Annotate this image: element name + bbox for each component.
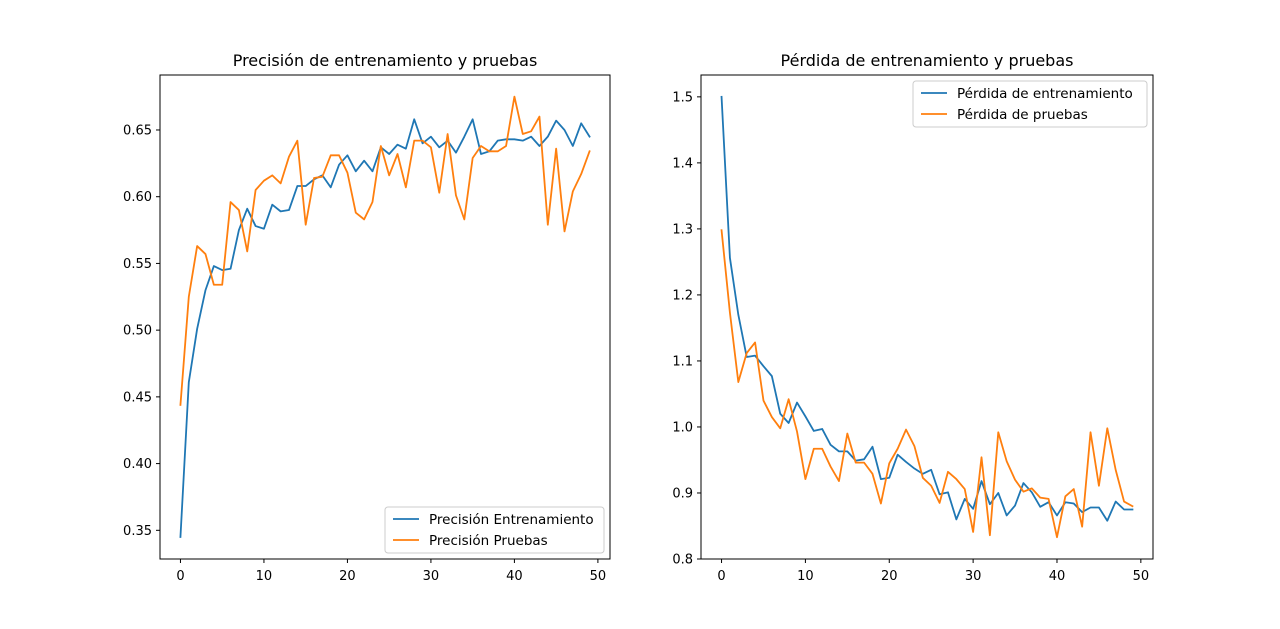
loss-y-tick-label: 1.1 <box>672 354 693 369</box>
accuracy-y-tick-label: 0.35 <box>123 524 152 539</box>
accuracy-x-tick-label: 40 <box>506 569 523 584</box>
loss-x-tick-label: 0 <box>717 569 725 584</box>
accuracy-x-axis: 0 10 20 30 40 50 <box>176 559 606 584</box>
loss-series-line-1 <box>720 229 1134 539</box>
accuracy-y-tick-label: 0.65 <box>123 123 152 138</box>
accuracy-chart: Precisión de entrenamiento y pruebas 0 10… <box>123 51 611 584</box>
accuracy-legend-label-1: Precisión Pruebas <box>429 533 548 549</box>
accuracy-series-line-0 <box>179 118 591 538</box>
accuracy-legend-label-0: Precisión Entrenamiento <box>429 512 594 528</box>
accuracy-series-group <box>179 95 591 538</box>
accuracy-x-tick-label: 10 <box>256 569 273 584</box>
loss-legend-box <box>912 80 1148 128</box>
loss-x-tick-label: 20 <box>881 569 898 584</box>
loss-legend-label-1: Pérdida de pruebas <box>957 107 1088 123</box>
accuracy-y-tick-label: 0.55 <box>123 257 152 272</box>
loss-chart-title: Pérdida de entrenamiento y pruebas <box>781 51 1074 70</box>
loss-legend: Pérdida de entrenamiento Pérdida de prueb… <box>912 80 1148 128</box>
loss-x-tick-label: 30 <box>965 569 982 584</box>
loss-x-tick-label: 40 <box>1049 569 1066 584</box>
accuracy-x-tick-label: 0 <box>176 569 184 584</box>
accuracy-x-tick-label: 50 <box>590 569 607 584</box>
loss-x-tick-label: 10 <box>797 569 814 584</box>
accuracy-plot-frame <box>159 74 611 560</box>
accuracy-x-tick-label: 20 <box>339 569 356 584</box>
accuracy-y-tick-label: 0.40 <box>123 457 152 472</box>
loss-chart: Pérdida de entrenamiento y pruebas 0 10 20… <box>672 51 1154 584</box>
accuracy-y-tick-label: 0.45 <box>123 390 152 405</box>
loss-plot-frame <box>700 74 1154 560</box>
loss-y-tick-label: 1.2 <box>672 288 693 303</box>
accuracy-y-tick-label: 0.60 <box>123 190 152 205</box>
loss-x-tick-label: 50 <box>1133 569 1150 584</box>
loss-series-group <box>720 95 1134 539</box>
accuracy-y-tick-label: 0.50 <box>123 324 152 339</box>
loss-y-tick-label: 1.0 <box>672 420 693 435</box>
loss-y-tick-label: 1.5 <box>672 90 693 105</box>
loss-y-tick-label: 1.4 <box>672 156 693 171</box>
loss-legend-label-0: Pérdida de entrenamiento <box>957 86 1133 102</box>
accuracy-chart-title: Precisión de entrenamiento y pruebas <box>233 51 538 70</box>
loss-x-axis: 0 10 20 30 40 50 <box>717 559 1149 584</box>
accuracy-x-tick-label: 30 <box>423 569 440 584</box>
loss-y-tick-label: 0.9 <box>672 486 693 501</box>
loss-y-axis: 0.8 0.9 1.0 1.1 1.2 1.3 1.4 1.5 <box>672 90 701 568</box>
accuracy-y-axis: 0.35 0.40 0.45 0.50 0.55 0.60 0.65 <box>123 123 160 539</box>
accuracy-series-line-1 <box>179 95 591 406</box>
accuracy-legend: Precisión Entrenamiento Precisión Pruebas <box>384 506 605 554</box>
accuracy-legend-box <box>384 506 605 554</box>
loss-y-tick-label: 0.8 <box>672 553 693 568</box>
loss-y-tick-label: 1.3 <box>672 222 693 237</box>
